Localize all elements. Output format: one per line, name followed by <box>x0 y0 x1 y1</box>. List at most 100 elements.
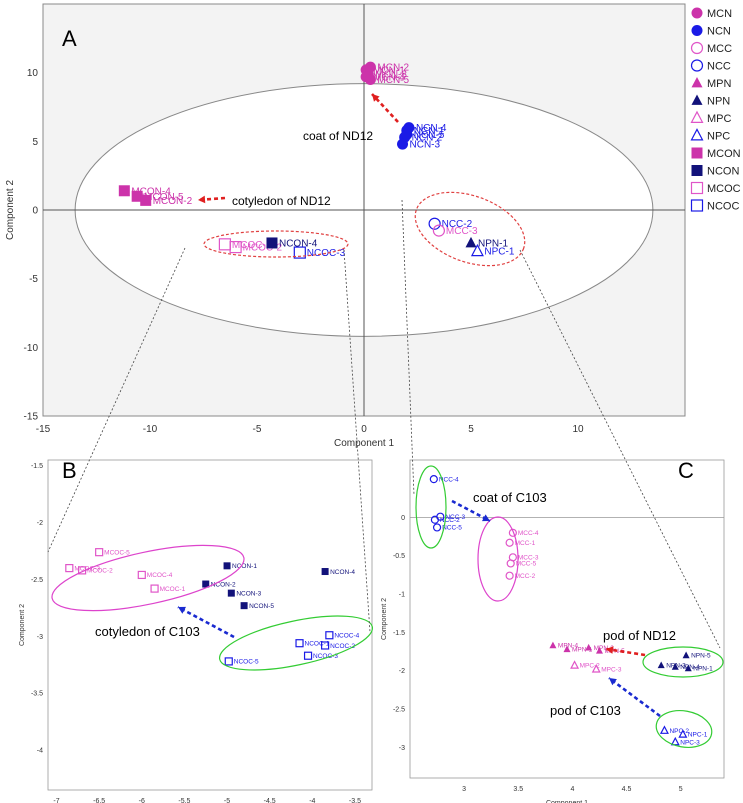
point-label: NCON-5 <box>249 603 274 610</box>
data-point-ncon-4 <box>266 237 278 249</box>
panel-c: 3 3.5 4 4.5 5 0 -0.5 -1 -1.5 -2 -2.5 -3 Component 1 C… <box>381 459 725 803</box>
npc-cluster-ellipse <box>655 710 713 748</box>
y-tick-label: -1.5 <box>31 463 43 470</box>
annotation-coat-c103: coat of C103 <box>473 490 547 505</box>
data-point-ncon-5 <box>240 602 248 610</box>
point-label: MCOC-4 <box>147 572 173 579</box>
x-tick-label: -7 <box>53 798 59 803</box>
data-point-ncc-4 <box>429 475 438 484</box>
x-tick-label: -3.5 <box>349 798 361 803</box>
data-point-mcoc-3 <box>65 564 74 573</box>
legend-marker-mcoc <box>690 181 704 195</box>
data-point-ncn-5 <box>401 128 413 140</box>
point-label: MCC-2 <box>515 573 536 580</box>
panel-c-plot-area <box>409 459 725 779</box>
y-tick-label: 5 <box>32 137 38 148</box>
point-label: MCC-1 <box>515 540 536 547</box>
point-label: NCON-3 <box>236 590 261 597</box>
legend-marker-mcc <box>690 41 704 55</box>
data-point-mpn-5 <box>595 646 603 654</box>
y-tick-label: 10 <box>27 68 39 79</box>
panel-b: -7 -6.5 -6 -5.5 -5 -4.5 -4 -3.5 -1.5 -2 -2.5 -3 -3.5… <box>19 459 374 803</box>
point-label: MCN-1 <box>373 65 405 76</box>
y-tick-label: -2.5 <box>393 706 405 713</box>
point-label: NCC-2 <box>440 517 460 524</box>
legend-label-ncon: NCON <box>707 166 739 178</box>
x-tick-label: -6 <box>139 798 145 803</box>
data-point-mcoc-1 <box>150 584 159 593</box>
point-label: MCN-5 <box>377 75 409 86</box>
data-point-mcon-4 <box>118 185 130 197</box>
data-point-ncoc-1 <box>295 639 304 648</box>
x-tick-label: 5 <box>679 786 683 793</box>
legend-label-npc: NPC <box>707 131 730 143</box>
x-tick-label: -5.5 <box>178 798 190 803</box>
data-point-mcoc-5 <box>95 548 104 557</box>
annotation-cotyledon-nd12: cotyledon of ND12 <box>232 194 331 208</box>
point-label: NCOC-1 <box>305 640 330 647</box>
point-label: NCC-4 <box>439 476 459 483</box>
point-label: MCC-5 <box>516 561 537 568</box>
x-tick-label: -10 <box>143 424 158 435</box>
point-label: MCON-5 <box>144 192 184 203</box>
data-point-ncon-4 <box>321 568 329 576</box>
x-tick-label: -4.5 <box>264 798 276 803</box>
x-tick-label: 3.5 <box>513 786 523 793</box>
point-label: MCOC-2 <box>243 243 283 254</box>
mcc-cluster-ellipse <box>477 516 519 602</box>
legend: MCN NCN MCC NCC MPN NPN MPC NPC MCON NCON MCOC NCOC <box>690 7 741 213</box>
data-point-mcc-5 <box>506 559 515 568</box>
data-point-ncoc-4 <box>325 631 334 640</box>
pod-c103-arrow-head <box>609 678 617 686</box>
data-point-npn-1 <box>684 664 692 672</box>
data-point-npn-3 <box>657 661 665 669</box>
legend-marker-ncon <box>691 165 703 176</box>
point-label: NCOC-2 <box>330 643 355 650</box>
data-point-ncoc-5 <box>224 657 233 666</box>
pod-nd12-arrow-head <box>606 646 614 654</box>
data-point-ncoc-3 <box>293 246 306 259</box>
panel-b-plot-area <box>47 459 373 791</box>
y-tick-label: -2 <box>399 668 405 675</box>
data-point-mpn-1 <box>563 645 571 653</box>
point-label: NCOC-3 <box>313 653 338 660</box>
point-label: NCON-4 <box>279 238 318 249</box>
data-point-ncoc-3 <box>303 651 313 660</box>
x-axis-label: Component 1 <box>334 438 394 449</box>
point-label: NPC-1 <box>688 732 708 739</box>
legend-label-mcn: MCN <box>707 8 732 20</box>
legend-marker-mcon <box>691 147 703 159</box>
point-label: NCOC-5 <box>234 659 259 666</box>
cotyledon-cluster-ellipse <box>203 230 349 258</box>
point-label: NPC-3 <box>680 739 700 746</box>
point-label: NCN-3 <box>410 140 441 151</box>
pod-coat-cluster-ellipse <box>414 191 526 267</box>
y-tick-label: -1 <box>399 592 405 599</box>
y-axis-label: Component 2 <box>381 598 388 640</box>
point-label: MPC-2 <box>580 663 601 670</box>
legend-label-npn: NPN <box>707 96 730 108</box>
point-label: MPN-4 <box>558 643 579 650</box>
legend-label-mcoc: MCOC <box>707 183 741 195</box>
annotation-cotyledon-c103: cotyledon of C103 <box>95 624 200 639</box>
y-tick-label: -3 <box>399 745 405 752</box>
cotyledon-c103-arrow-head <box>178 606 186 614</box>
data-point-mcon-2 <box>140 194 152 206</box>
point-label: MCC-3 <box>518 555 539 562</box>
point-label: NCON-1 <box>232 563 257 570</box>
y-tick-label: -10 <box>24 343 39 354</box>
data-point-npn-1 <box>465 236 477 248</box>
zoom-line-c-left <box>401 199 415 496</box>
legend-marker-ncn <box>691 25 703 36</box>
legend-marker-mcn <box>691 7 703 19</box>
data-point-mcoc-2 <box>229 240 242 254</box>
zoom-connector-lines <box>47 199 721 649</box>
x-tick-label: 0 <box>361 424 367 435</box>
legend-label-ncc: NCC <box>707 61 731 73</box>
data-point-ncon-3 <box>227 589 235 597</box>
point-label: MCC-4 <box>518 530 539 537</box>
data-point-mcon-5 <box>131 190 143 202</box>
cotyledon-c103-arrow <box>177 605 235 639</box>
data-point-mcc-2 <box>505 571 514 580</box>
